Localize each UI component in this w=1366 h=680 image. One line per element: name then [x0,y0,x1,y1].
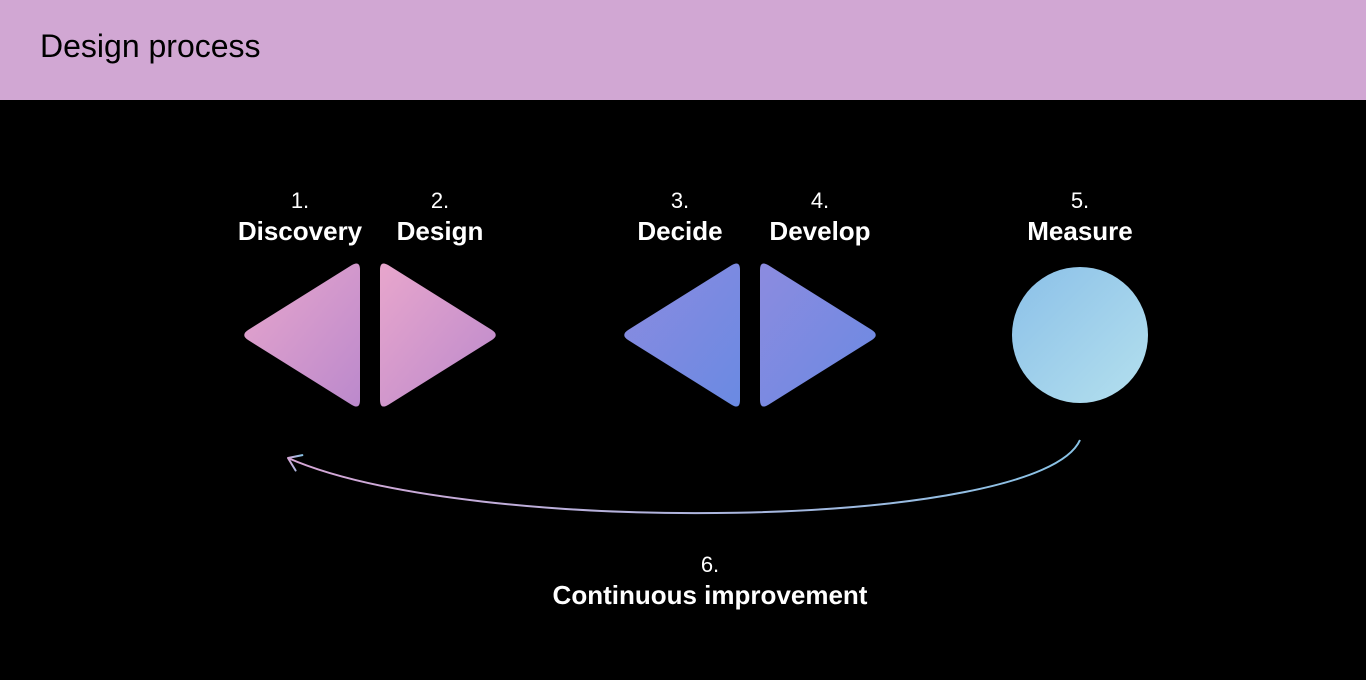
page-title: Design process [40,28,1326,65]
triangle-right-icon [760,263,876,406]
feedback-name: Continuous improvement [510,580,910,611]
triangle-right-icon [380,263,496,406]
triangle-left-icon [624,263,740,406]
feedback-label: 6. Continuous improvement [510,552,910,611]
diagram-canvas: 1. Discovery 2. Design 3. Decide 4. Deve… [0,100,1366,680]
triangles-group [244,263,876,406]
feedback-arrow-icon [288,440,1080,513]
triangle-left-icon [244,263,360,406]
circle-icon [1012,267,1148,403]
header-bar: Design process [0,0,1366,100]
feedback-number: 6. [510,552,910,578]
